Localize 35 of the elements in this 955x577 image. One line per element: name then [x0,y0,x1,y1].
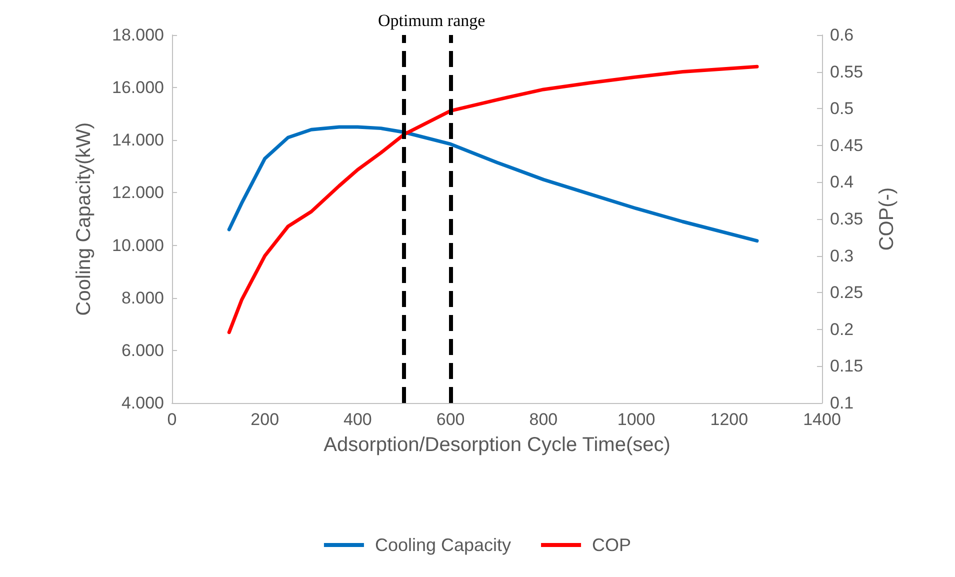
y2-tick-label: 0.15 [830,356,864,376]
x-tick-label: 1200 [710,410,748,429]
x-tick-label: 200 [250,410,280,429]
y2-tick-label: 0.2 [830,320,854,339]
x-axis-title: Adsorption/Desorption Cycle Time(sec) [324,434,670,456]
y-tick-label: 18.000 [112,26,164,44]
x-tick-label: 400 [344,410,372,429]
y-tick-label: 6.000 [121,340,164,360]
y2-tick-label: 0.25 [830,283,864,302]
x-tick-label: 1400 [803,410,841,429]
y-tick-label: 8.000 [121,288,164,308]
x-tick-label: 800 [529,410,558,429]
y2-tick-label: 0.4 [830,172,854,192]
legend-label: Cooling Capacity [374,535,512,555]
y-tick-label: 16.000 [112,78,164,98]
y2-axis-title: COP(-) [876,187,898,251]
y2-tick-label: 0.6 [830,26,854,44]
text: Optimum range [378,11,486,30]
x-tick-label: 1000 [617,410,656,429]
y2-tick-label: 0.35 [830,210,864,228]
line-series [227,125,759,243]
y2-tick-label: 0.45 [830,136,864,155]
legend-label: COP [592,535,632,555]
x-tick-label: 600 [436,410,465,429]
x-tick-label: 0 [167,410,177,429]
y2-tick-label: 0.1 [830,394,854,412]
y2-tick-label: 0.55 [830,62,864,82]
y-tick-label: 10.000 [112,236,164,255]
y2-tick-label: 0.3 [830,246,854,266]
y-axis-title: Cooling Capacity(kW) [73,122,95,316]
line-series [227,64,759,334]
y-tick-label: 12.000 [112,183,164,202]
y-tick-label: 14.000 [112,130,164,150]
y2-tick-label: 0.5 [830,99,854,118]
y-tick-label: 4.000 [121,394,164,412]
